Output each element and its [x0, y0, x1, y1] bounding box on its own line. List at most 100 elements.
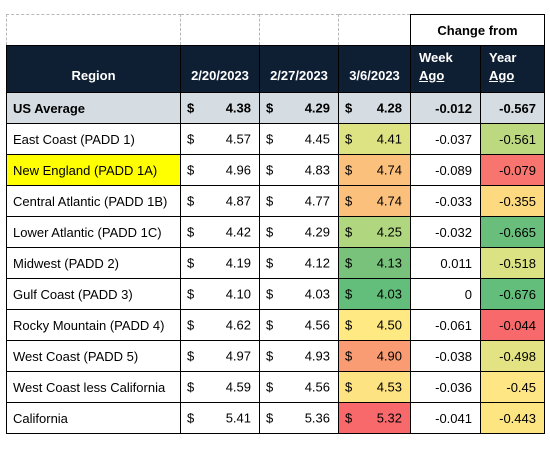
currency-symbol: $ — [345, 348, 353, 364]
price-value: 5.41 — [225, 410, 251, 426]
table-row: US Average $4.38 $4.29 $4.28 -0.012 -0.567 — [6, 92, 545, 124]
change-from-header: Change from — [410, 14, 545, 46]
price-value: 4.74 — [376, 193, 402, 209]
price-value: 4.42 — [225, 224, 251, 240]
price-cell: $5.41 — [180, 402, 260, 434]
region-cell: West Coast (PADD 5) — [6, 340, 181, 372]
price-cell: $4.90 — [338, 340, 411, 372]
currency-symbol: $ — [345, 224, 353, 240]
week-change-cell: -0.041 — [410, 402, 481, 434]
price-value: 4.19 — [225, 255, 251, 271]
currency-symbol: $ — [266, 131, 274, 147]
currency-symbol: $ — [345, 255, 353, 271]
week-ago-column-header: Week Ago — [410, 45, 481, 93]
price-value: 4.57 — [225, 131, 251, 147]
price-cell: $4.25 — [338, 216, 411, 248]
price-value: 4.03 — [304, 286, 330, 302]
price-value: 4.59 — [225, 379, 251, 395]
year-change-cell: -0.079 — [480, 154, 545, 186]
price-cell: $4.87 — [180, 185, 260, 217]
year-change-cell: -0.45 — [480, 371, 545, 403]
currency-symbol: $ — [266, 255, 274, 271]
price-cell: $4.45 — [259, 123, 339, 155]
price-cell: $4.53 — [338, 371, 411, 403]
price-cell: $4.74 — [338, 185, 411, 217]
price-value: 4.10 — [225, 286, 251, 302]
price-cell: $5.36 — [259, 402, 339, 434]
year-ago-column-header: Year Ago — [480, 45, 545, 93]
week-change-cell: 0 — [410, 278, 481, 310]
currency-symbol: $ — [345, 131, 353, 147]
region-cell: Midwest (PADD 2) — [6, 247, 181, 279]
table-row: Central Atlantic (PADD 1B) $4.87 $4.77 $4.7… — [6, 185, 545, 217]
week-change-cell: -0.036 — [410, 371, 481, 403]
currency-symbol: $ — [345, 286, 353, 302]
price-cell: $4.96 — [180, 154, 260, 186]
price-cell: $4.93 — [259, 340, 339, 372]
header-top-row: Change from — [6, 14, 545, 46]
currency-symbol: $ — [266, 193, 274, 209]
price-cell: $4.28 — [338, 92, 411, 124]
price-value: 5.32 — [376, 410, 402, 426]
price-value: 4.56 — [304, 379, 330, 395]
year-change-cell: -0.498 — [480, 340, 545, 372]
currency-symbol: $ — [187, 131, 195, 147]
column-header-row: Region 2/20/2023 2/27/2023 3/6/2023 Week… — [6, 45, 545, 93]
price-cell: $4.56 — [259, 309, 339, 341]
price-value: 4.90 — [376, 348, 402, 364]
price-value: 4.62 — [225, 317, 251, 333]
price-cell: $4.74 — [338, 154, 411, 186]
price-value: 4.87 — [225, 193, 251, 209]
year-change-cell: -0.665 — [480, 216, 545, 248]
price-cell: $4.83 — [259, 154, 339, 186]
region-cell: East Coast (PADD 1) — [6, 123, 181, 155]
price-cell: $4.03 — [338, 278, 411, 310]
table-row: Rocky Mountain (PADD 4) $4.62 $4.56 $4.50 -0… — [6, 309, 545, 341]
price-cell: $4.29 — [259, 92, 339, 124]
region-cell: New England (PADD 1A) — [6, 154, 181, 186]
blank-cell — [338, 14, 411, 46]
currency-symbol: $ — [187, 286, 195, 302]
year-change-cell: -0.567 — [480, 92, 545, 124]
price-value: 4.12 — [304, 255, 330, 271]
table-row: West Coast (PADD 5) $4.97 $4.93 $4.90 -0.038… — [6, 340, 545, 372]
week-ago-label-line1: Week — [419, 50, 453, 65]
price-value: 4.50 — [376, 317, 402, 333]
region-cell: Gulf Coast (PADD 3) — [6, 278, 181, 310]
price-cell: $5.32 — [338, 402, 411, 434]
week-change-cell: -0.032 — [410, 216, 481, 248]
price-value: 4.74 — [376, 162, 402, 178]
blank-cell — [259, 14, 339, 46]
price-cell: $4.13 — [338, 247, 411, 279]
date-column-header: 2/27/2023 — [259, 45, 339, 93]
week-ago-label-line2: Ago — [419, 68, 445, 83]
currency-symbol: $ — [187, 100, 195, 116]
price-value: 4.45 — [304, 131, 330, 147]
date-column-header: 3/6/2023 — [338, 45, 411, 93]
price-cell: $4.38 — [180, 92, 260, 124]
currency-symbol: $ — [266, 410, 274, 426]
week-change-cell: -0.061 — [410, 309, 481, 341]
currency-symbol: $ — [187, 193, 195, 209]
currency-symbol: $ — [266, 348, 274, 364]
blank-cell — [180, 14, 260, 46]
year-ago-label-line1: Year — [489, 50, 517, 65]
year-change-cell: -0.044 — [480, 309, 545, 341]
region-cell: California — [6, 402, 181, 434]
week-change-cell: -0.033 — [410, 185, 481, 217]
price-value: 4.56 — [304, 317, 330, 333]
price-cell: $4.19 — [180, 247, 260, 279]
week-change-cell: 0.011 — [410, 247, 481, 279]
price-cell: $4.10 — [180, 278, 260, 310]
year-change-cell: -0.355 — [480, 185, 545, 217]
currency-symbol: $ — [345, 162, 353, 178]
date-column-header: 2/20/2023 — [180, 45, 260, 93]
year-ago-label-line2: Ago — [489, 68, 515, 83]
price-value: 4.53 — [376, 379, 402, 395]
price-value: 4.13 — [376, 255, 402, 271]
price-cell: $4.56 — [259, 371, 339, 403]
price-value: 4.25 — [376, 224, 402, 240]
price-cell: $4.12 — [259, 247, 339, 279]
price-value: 5.36 — [304, 410, 330, 426]
price-value: 4.93 — [304, 348, 330, 364]
